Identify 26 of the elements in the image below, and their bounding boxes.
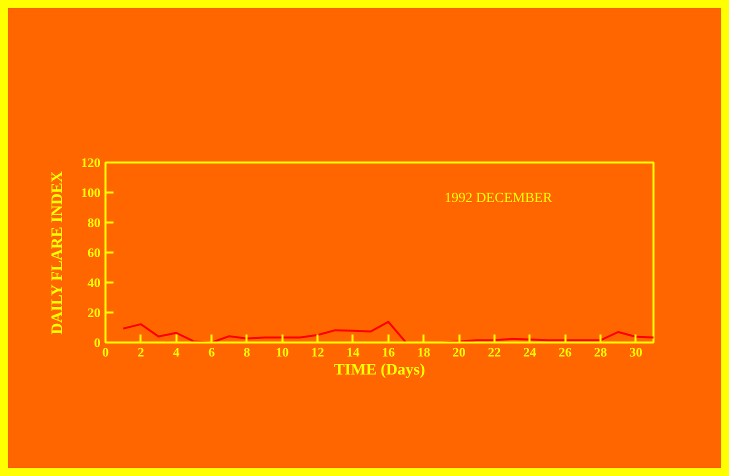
x-tick-label: 12: [311, 344, 324, 360]
x-tick-label: 20: [452, 344, 466, 360]
y-tick-label: 20: [88, 305, 100, 320]
y-tick-label: 80: [88, 215, 100, 230]
x-tick-label: 4: [172, 344, 180, 360]
line-series: [122, 320, 654, 342]
x-tick-label: 6: [208, 344, 216, 360]
y-axis-title: DAILY FLARE INDEX: [49, 170, 66, 334]
y-tick-label: 40: [88, 275, 100, 290]
annotation: 1992 DECEMBER: [444, 191, 553, 206]
y-tick-label: 100: [81, 185, 100, 200]
x-axis-title: TIME (Days): [334, 362, 426, 378]
x-tick-label: 14: [346, 344, 360, 360]
x-tick-label: 28: [594, 344, 608, 360]
x-tick-label: 30: [629, 344, 642, 360]
x-tick-label: 18: [417, 344, 431, 360]
y-tick-label: 0: [94, 335, 100, 350]
x-tick-label: 8: [244, 344, 251, 360]
x-tick-label: 24: [523, 344, 537, 360]
y-tick-label: 120: [81, 155, 100, 170]
x-tick-label: 10: [276, 344, 289, 360]
y-tick-label: 60: [88, 245, 100, 260]
x-tick-label: 16: [382, 344, 396, 360]
x-tick-label: 26: [558, 344, 572, 360]
x-tick-label: 2: [138, 344, 144, 360]
x-tick-label: 22: [488, 344, 501, 360]
